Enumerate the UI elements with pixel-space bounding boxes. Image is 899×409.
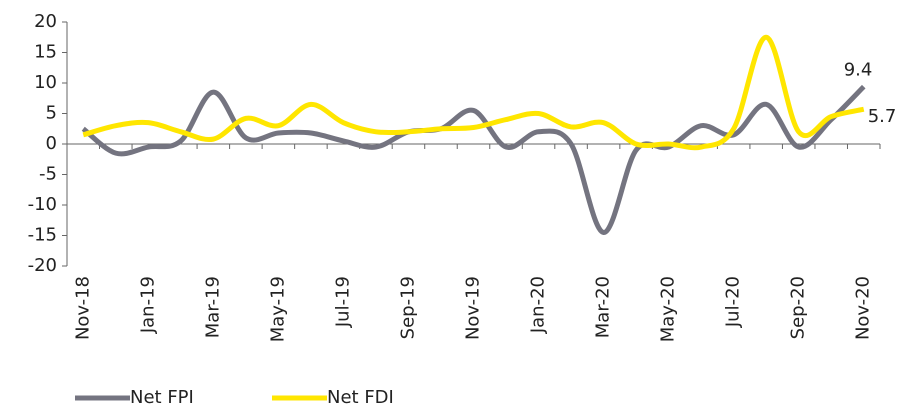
- x-tick-label: Mar-19: [202, 276, 223, 338]
- x-tick-label: Jul-20: [723, 276, 744, 328]
- y-tick-label: -15: [28, 225, 57, 246]
- y-tick-label: 0: [46, 133, 57, 154]
- series-line: [82, 34, 865, 151]
- x-tick-label: Sep-20: [788, 276, 809, 339]
- legend-label: Net FPI: [130, 387, 194, 408]
- x-tick-label: Nov-20: [853, 276, 874, 340]
- y-tick-label: 10: [34, 72, 57, 93]
- legend-label: Net FDI: [327, 387, 394, 408]
- x-tick-label: Sep-19: [397, 276, 418, 339]
- x-tick-label: Jan-20: [528, 276, 549, 334]
- x-tick-label: Jul-19: [332, 276, 353, 328]
- x-tick-label: May-19: [267, 276, 288, 342]
- y-tick-label: -20: [28, 255, 57, 276]
- y-tick-label: -10: [28, 194, 57, 215]
- x-tick-label: Nov-18: [72, 276, 93, 340]
- data-label: 9.4: [844, 60, 873, 81]
- y-tick-label: 5: [46, 103, 57, 124]
- x-tick-label: Mar-20: [593, 276, 614, 338]
- x-tick-label: Nov-19: [463, 276, 484, 340]
- data-label: 5.7: [868, 106, 897, 127]
- series-line: [81, 84, 866, 235]
- x-tick-label: Jan-19: [137, 276, 158, 334]
- y-tick-label: 15: [34, 42, 57, 63]
- y-tick-label: -5: [39, 164, 57, 185]
- y-tick-label: 20: [34, 11, 57, 32]
- x-tick-label: May-20: [658, 276, 679, 342]
